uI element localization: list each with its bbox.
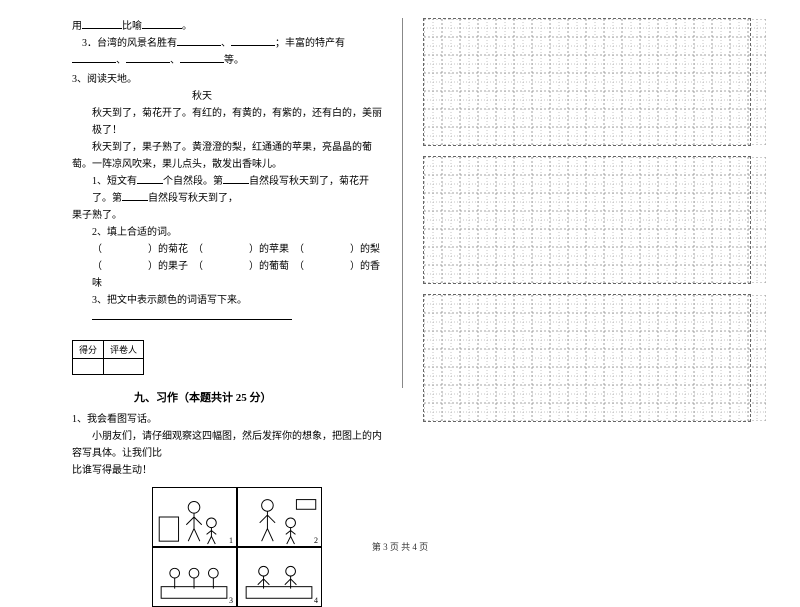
q3-head: 3、阅读天地。 (72, 71, 382, 88)
left-column: 用比喻。 3．台湾的风景名胜有、；丰富的特产有 、、等。 3、阅读天地。 秋天 … (72, 18, 402, 535)
q2-sub3-line2: 、 、 等。 (72, 52, 382, 69)
writing-1: 1、我会看图写话。 (72, 411, 382, 428)
text: 、 (221, 38, 231, 49)
panel-number: 4 (314, 596, 318, 605)
grid-svg (424, 157, 766, 283)
text: 1、短文有 (92, 176, 137, 187)
page-footer: 第 3 页 共 4 页 (0, 540, 800, 553)
q3-s3-blank (72, 309, 382, 326)
q3-p2: 秋天到了，果子熟了。黄澄澄的梨，红通通的苹果，亮晶晶的葡萄。一阵凉风吹来，果儿点… (72, 139, 382, 173)
blank (142, 20, 182, 29)
text: ；丰富的特产有 (275, 38, 345, 49)
q3-s2: 2、填上合适的词。 (72, 224, 382, 241)
q3-s1e: 果子熟了。 (72, 207, 382, 224)
comic-illustration-1 (153, 488, 236, 546)
text: 等。 (224, 55, 244, 66)
text: 自然段写秋天到了， (148, 193, 238, 204)
blank (126, 54, 170, 63)
writing-grid-2[interactable] (423, 156, 751, 284)
score-cell[interactable] (73, 359, 104, 375)
q3-s1: 1、短文有个自然段。第自然段写秋天到了，菊花开了。第自然段写秋天到了， (72, 173, 382, 207)
text: 。 (182, 21, 192, 32)
right-column (403, 18, 751, 535)
text: ）的菊花 (148, 244, 188, 255)
text: 个自然段。第 (163, 176, 223, 187)
blank (122, 192, 148, 201)
text: ）的葡萄 (249, 261, 289, 272)
q3-s3: 3、把文中表示颜色的词语写下来。 (72, 292, 382, 309)
q3-s2-row2: （）的果子 （）的葡萄 （）的香味 (72, 258, 382, 292)
text: 比喻 (122, 21, 142, 32)
text: 用 (72, 21, 82, 32)
writing-body2: 比谁写得最生动！ (72, 462, 382, 479)
grid-svg (424, 19, 766, 145)
comic-panel-1: 1 (152, 487, 237, 547)
q3-p1: 秋天到了，菊花开了。有红的，有黄的，有紫的，还有白的，美丽极了！ (72, 105, 382, 139)
grid-svg (424, 295, 766, 421)
writing-body: 小朋友们，请仔细观察这四幅图，然后发挥你的想象，把图上的内容写具体。让我们比 (72, 428, 382, 462)
text: 、 (170, 55, 180, 66)
q3-title: 秋天 (72, 88, 382, 105)
text: 秋天到了，果子熟了。黄澄澄的梨，红通通的苹果，亮晶晶的葡萄。一阵凉风吹来，果儿点… (72, 142, 372, 170)
blank (223, 175, 249, 184)
comic-panel-4: 4 (237, 547, 322, 607)
text: ）的香味 (92, 261, 380, 289)
q2-sub3: 3．台湾的风景名胜有 、 ；丰富的特产有 (72, 35, 382, 52)
panel-number: 3 (229, 596, 233, 605)
writing-grid-1[interactable] (423, 18, 751, 146)
q2-line1: 用 比喻 。 (72, 18, 382, 35)
q3-s2-row1: （）的菊花 （）的苹果 （）的梨 (72, 241, 382, 258)
grader-cell[interactable] (104, 359, 144, 375)
blank (180, 54, 224, 63)
blank (231, 37, 275, 46)
text: 、 (116, 55, 126, 66)
text: ）的苹果 (249, 244, 289, 255)
score-header-score: 得分 (73, 341, 104, 359)
section9-title: 九、习作（本题共计 25 分） (134, 389, 382, 405)
blank (72, 54, 116, 63)
blank (177, 37, 221, 46)
blank (92, 311, 292, 320)
text: ）的果子 (148, 261, 188, 272)
comic-illustration-2 (238, 488, 321, 546)
comic-panel-3: 3 (152, 547, 237, 607)
blank (137, 175, 163, 184)
score-table: 得分 评卷人 (72, 340, 144, 375)
text: ）的梨 (350, 244, 380, 255)
score-header-grader: 评卷人 (104, 341, 144, 359)
writing-grid-3[interactable] (423, 294, 751, 422)
comic-illustration-4 (238, 548, 321, 606)
blank (82, 20, 122, 29)
text: 小朋友们，请仔细观察这四幅图，然后发挥你的想象，把图上的内容写具体。让我们比 (72, 431, 382, 459)
text: 3．台湾的风景名胜有 (82, 38, 177, 49)
comic-panel-2: 2 (237, 487, 322, 547)
comic-illustration-3 (153, 548, 236, 606)
